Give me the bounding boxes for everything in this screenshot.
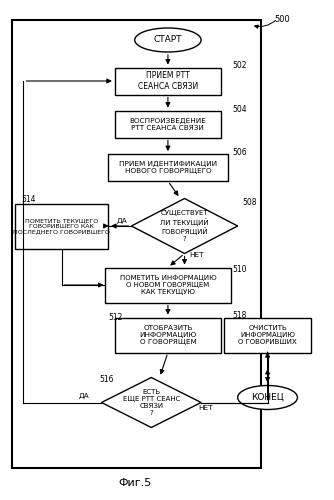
- Text: ЕСТЬ
ЕЩЕ РТТ СЕАНС
СВЯЗИ
?: ЕСТЬ ЕЩЕ РТТ СЕАНС СВЯЗИ ?: [123, 389, 180, 416]
- Text: 500: 500: [274, 16, 290, 24]
- Ellipse shape: [238, 386, 298, 409]
- Text: ПОМЕТИТЬ ИНФОРМАЦИЮ
О НОВОМ ГОВОРЯЩЕМ
КАК ТЕКУЩУЮ: ПОМЕТИТЬ ИНФОРМАЦИЮ О НОВОМ ГОВОРЯЩЕМ КА…: [120, 275, 216, 295]
- Text: НЕТ: НЕТ: [198, 404, 212, 410]
- Polygon shape: [131, 198, 238, 254]
- Text: СТАРТ: СТАРТ: [154, 36, 182, 44]
- Ellipse shape: [135, 28, 201, 52]
- Text: Фиг.5: Фиг.5: [118, 478, 151, 488]
- FancyBboxPatch shape: [115, 318, 221, 352]
- Text: ПОМЕТИТЬ ТЕКУЩЕГО
ГОВОРИВШЕГО КАК
ПОСЛЕДНЕГО ГОВОРИВШЕГО: ПОМЕТИТЬ ТЕКУЩЕГО ГОВОРИВШЕГО КАК ПОСЛЕД…: [13, 218, 110, 234]
- FancyBboxPatch shape: [224, 318, 311, 352]
- Text: ДА: ДА: [78, 393, 89, 399]
- Text: СУЩЕСТВУЕТ
ЛИ ТЕКУЩИЙ
ГОВОРЯЩИЙ
?: СУЩЕСТВУЕТ ЛИ ТЕКУЩИЙ ГОВОРЯЩИЙ ?: [160, 210, 209, 242]
- Text: 518: 518: [233, 312, 247, 320]
- Text: 504: 504: [233, 104, 247, 114]
- Text: 514: 514: [22, 196, 36, 204]
- Text: КОНЕЦ: КОНЕЦ: [251, 393, 284, 402]
- Text: 508: 508: [243, 198, 257, 207]
- Text: ДА: ДА: [117, 218, 127, 224]
- FancyBboxPatch shape: [108, 154, 228, 181]
- Text: ОТОБРАЗИТЬ
ИНФОРМАЦИЮ
О ГОВОРЯЩЕМ: ОТОБРАЗИТЬ ИНФОРМАЦИЮ О ГОВОРЯЩЕМ: [139, 325, 196, 345]
- Text: 516: 516: [100, 376, 114, 384]
- Text: 502: 502: [233, 60, 247, 70]
- Text: ОЧИСТИТЬ
ИНФОРМАЦИЮ
О ГОВОРИВШИХ: ОЧИСТИТЬ ИНФОРМАЦИЮ О ГОВОРИВШИХ: [238, 325, 297, 345]
- Text: ПРИЕМ РТТ
СЕАНСА СВЯЗИ: ПРИЕМ РТТ СЕАНСА СВЯЗИ: [138, 72, 198, 90]
- Text: 510: 510: [233, 264, 247, 274]
- Text: 512: 512: [108, 313, 123, 322]
- Polygon shape: [102, 378, 201, 428]
- Text: ВОСПРОИЗВЕДЕНИЕ
РТТ СЕАНСА СВЯЗИ: ВОСПРОИЗВЕДЕНИЕ РТТ СЕАНСА СВЯЗИ: [130, 118, 206, 130]
- FancyBboxPatch shape: [15, 204, 108, 248]
- FancyBboxPatch shape: [105, 268, 231, 302]
- FancyBboxPatch shape: [115, 68, 221, 94]
- Text: ПРИЕМ ИДЕНТИФИКАЦИИ
НОВОГО ГОВОРЯЩЕГО: ПРИЕМ ИДЕНТИФИКАЦИИ НОВОГО ГОВОРЯЩЕГО: [119, 161, 217, 174]
- Text: НЕТ: НЕТ: [189, 252, 204, 258]
- Text: 506: 506: [233, 148, 247, 157]
- FancyBboxPatch shape: [115, 110, 221, 138]
